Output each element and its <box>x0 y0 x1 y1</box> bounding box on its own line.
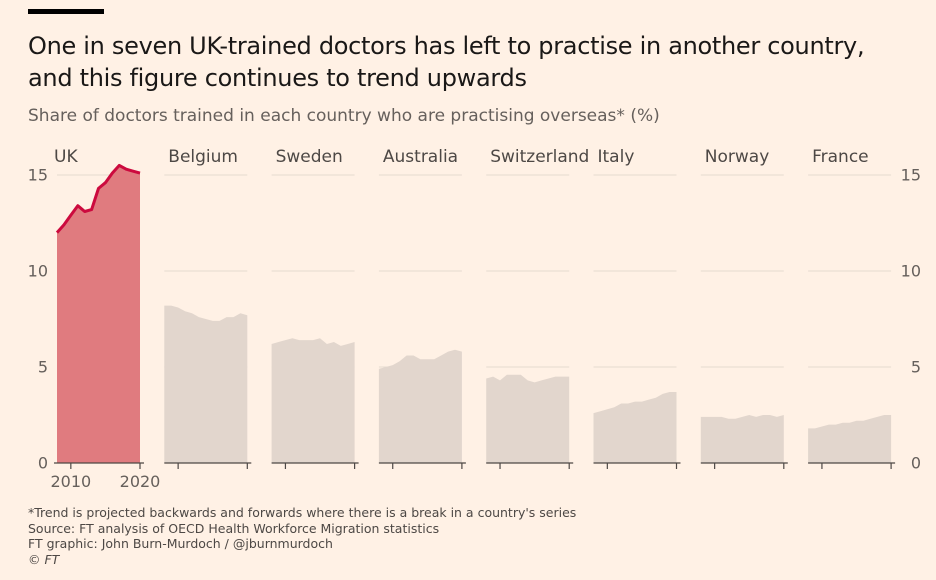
panel-label-switzerland: Switzerland <box>490 147 589 167</box>
y-tick-label-left: 5 <box>38 358 48 377</box>
area-italy <box>593 392 677 463</box>
panel-label-australia: Australia <box>383 147 458 167</box>
area-australia <box>378 349 462 463</box>
panel-label-uk: UK <box>54 147 78 167</box>
copyright: © FT <box>28 551 60 567</box>
chart-title-line-1: One in seven UK-trained doctors has left… <box>28 32 865 60</box>
source-note: Source: FT analysis of OECD Health Workf… <box>28 520 440 536</box>
top-rule <box>28 9 104 14</box>
panel-label-italy: Italy <box>598 147 635 167</box>
line-uk <box>55 163 141 234</box>
y-tick-label-left: 15 <box>28 166 48 185</box>
y-tick-label-right: 10 <box>901 262 921 281</box>
area-switzerland <box>486 374 570 463</box>
panel-label-norway: Norway <box>705 147 770 167</box>
x-tick-label: 2010 <box>50 472 91 491</box>
area-sweden <box>271 338 355 463</box>
chart-footer: *Trend is projected backwards and forwar… <box>28 505 576 567</box>
area-france <box>808 415 892 463</box>
chart-title-line-2: and this figure continues to trend upwar… <box>28 64 527 92</box>
y-tick-label-left: 0 <box>38 454 48 473</box>
panel-label-sweden: Sweden <box>276 147 343 167</box>
area-belgium <box>164 305 248 463</box>
graphic-credit: FT graphic: John Burn-Murdoch / @jburnmu… <box>28 536 333 551</box>
area-uk <box>57 165 140 463</box>
x-tick-label: 2020 <box>120 472 161 491</box>
y-tick-label-right: 15 <box>901 166 921 185</box>
footnote: *Trend is projected backwards and forwar… <box>28 505 577 520</box>
chart-title: One in seven UK-trained doctors has left… <box>28 30 908 94</box>
panel-label-belgium: Belgium <box>168 147 238 167</box>
y-tick-label-right: 0 <box>911 454 921 473</box>
y-tick-label-left: 10 <box>28 262 48 281</box>
small-multiples-chart: 0 5 10 15 0 5 10 15 UK Belgium Sweden Australia Swit… <box>28 147 921 491</box>
panel-label-france: France <box>812 147 869 167</box>
y-tick-label-right: 5 <box>911 358 921 377</box>
area-norway <box>700 415 784 463</box>
chart-subtitle: Share of doctors trained in each country… <box>28 106 660 126</box>
